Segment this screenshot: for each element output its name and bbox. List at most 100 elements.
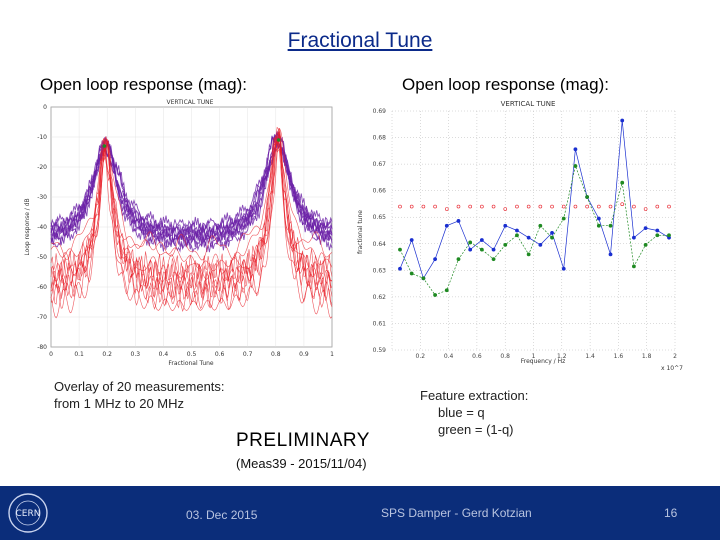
data-point-red (526, 204, 531, 209)
y-tick-label: -20 (37, 164, 47, 171)
x-tick-label: 0.2 (416, 353, 426, 360)
feature-extraction-plot: VERTICAL TUNE 0.590.610.620.630.640.650.… (355, 97, 685, 372)
data-point-green (444, 288, 449, 293)
data-point-blue (596, 216, 601, 221)
response-curve (50, 136, 333, 247)
overlay-note: Overlay of 20 measurements: from 1 MHz t… (54, 378, 225, 412)
loop-response-plot: VERTICAL TUNE 0 0.1 0.2 0.3 0.4 0.5 0.6 0.7 0.8 0… (20, 97, 342, 369)
data-point-red (433, 204, 437, 209)
chart-title: VERTICAL TUNE (167, 99, 214, 106)
data-point-blue (608, 252, 613, 257)
data-point-blue (561, 266, 566, 271)
y-tick-label: 0.64 (373, 241, 387, 248)
y-tick-label: -50 (37, 254, 47, 261)
data-point-blue (632, 235, 636, 240)
data-point-blue (433, 257, 437, 262)
feature-note: Feature extraction: blue = q green = (1-… (420, 387, 528, 438)
series-line-blue (399, 120, 670, 280)
footer-author: SPS Damper - Gerd Kotzian (381, 506, 532, 520)
data-point-red (655, 204, 660, 209)
y-tick-label: 0.62 (373, 294, 387, 301)
data-point-blue (503, 223, 508, 228)
x-tick-label: 0.3 (131, 351, 141, 358)
data-point-red (561, 204, 566, 209)
x-tick-label: 0.6 (472, 353, 482, 360)
data-point-green (433, 293, 437, 297)
y-tick-label: 0.69 (373, 108, 387, 115)
tick-labels: 0 0.1 0.2 0.3 0.4 0.5 0.6 0.7 0.8 0.9 1 0 -10 -20 -30 -… (37, 104, 334, 358)
overlay-note-line1: Overlay of 20 measurements: (54, 379, 225, 394)
y-tick-label: 0.67 (373, 161, 387, 168)
x-tick-label: 0.4 (444, 353, 454, 360)
curve-group (50, 126, 333, 319)
data-point-green (409, 271, 414, 276)
y-tick-label: -30 (37, 194, 47, 201)
data-point-red (550, 204, 554, 209)
data-point-blue (526, 235, 531, 240)
response-curve (50, 127, 333, 272)
x-tick-label: 0.9 (299, 351, 309, 358)
y-tick-label: -70 (37, 314, 47, 321)
data-point-green (608, 223, 613, 228)
data-point-red (515, 204, 519, 209)
y-tick-label: 0.61 (373, 320, 387, 327)
x-tick-label: 0.8 (500, 353, 510, 360)
x-tick-label: 0.8 (271, 351, 281, 358)
x-tick-label: 0.4 (159, 351, 169, 358)
tick-labels: 0.590.610.620.630.640.650.660.670.680.69… (373, 108, 677, 360)
data-point-blue (444, 223, 449, 228)
data-point-green (538, 223, 543, 228)
data-point-blue (550, 230, 554, 235)
data-point-red (643, 207, 648, 211)
data-point-green (456, 257, 461, 262)
feature-note-line3: green = (1-q) (438, 422, 514, 437)
series-group (398, 118, 671, 297)
x-tick-label: 1.6 (614, 353, 624, 360)
series-line-green (399, 164, 669, 296)
data-point-red (468, 204, 472, 209)
data-point-green (468, 240, 473, 245)
response-curve (50, 130, 333, 283)
response-curve (50, 133, 333, 309)
data-point-green (526, 252, 531, 257)
response-curve (50, 128, 333, 299)
data-point-green (479, 247, 484, 252)
y-tick-label: -80 (37, 344, 47, 351)
footer-date: 03. Dec 2015 (186, 508, 258, 522)
plot-grid (391, 110, 676, 351)
data-point-red (409, 204, 414, 209)
response-curve (50, 126, 333, 283)
x-tick-label: 0 (49, 351, 53, 358)
data-point-blue (468, 247, 473, 252)
x-tick-label: 2 (673, 353, 677, 360)
data-point-green (561, 216, 566, 221)
x-tick-label: 0.2 (102, 351, 112, 358)
y-tick-label: 0.65 (373, 214, 387, 221)
response-curve (50, 134, 333, 235)
x-tick-label: 1 (330, 351, 334, 358)
subtitle-left: Open loop response (mag): (40, 75, 247, 94)
y-tick-label: 0.63 (373, 267, 387, 274)
data-point-red (421, 204, 426, 209)
chart-title: VERTICAL TUNE (501, 100, 556, 108)
overlay-note-line2: from 1 MHz to 20 MHz (54, 396, 185, 411)
y-axis-label: fractional tune (357, 210, 364, 254)
x-tick-label: 0.1 (74, 351, 84, 358)
data-point-blue (409, 238, 414, 242)
y-tick-label: 0 (43, 104, 47, 111)
cern-logo-text: CERN (16, 509, 41, 519)
data-point-green (515, 233, 519, 238)
x-axis-label: Fractional Tune (168, 360, 214, 367)
data-point-red (480, 204, 484, 209)
y-tick-label: 0.68 (373, 135, 387, 142)
x-tick-label: 0.5 (187, 351, 197, 358)
x-tick-label: 0.7 (243, 351, 253, 358)
data-point-red (573, 204, 578, 209)
y-tick-label: -40 (37, 224, 47, 231)
response-curve (50, 136, 333, 292)
data-point-red (585, 204, 589, 209)
data-point-blue (643, 226, 648, 231)
data-point-red (398, 204, 402, 209)
x-tick-label: 1.2 (557, 353, 567, 360)
plot-background (355, 97, 685, 372)
